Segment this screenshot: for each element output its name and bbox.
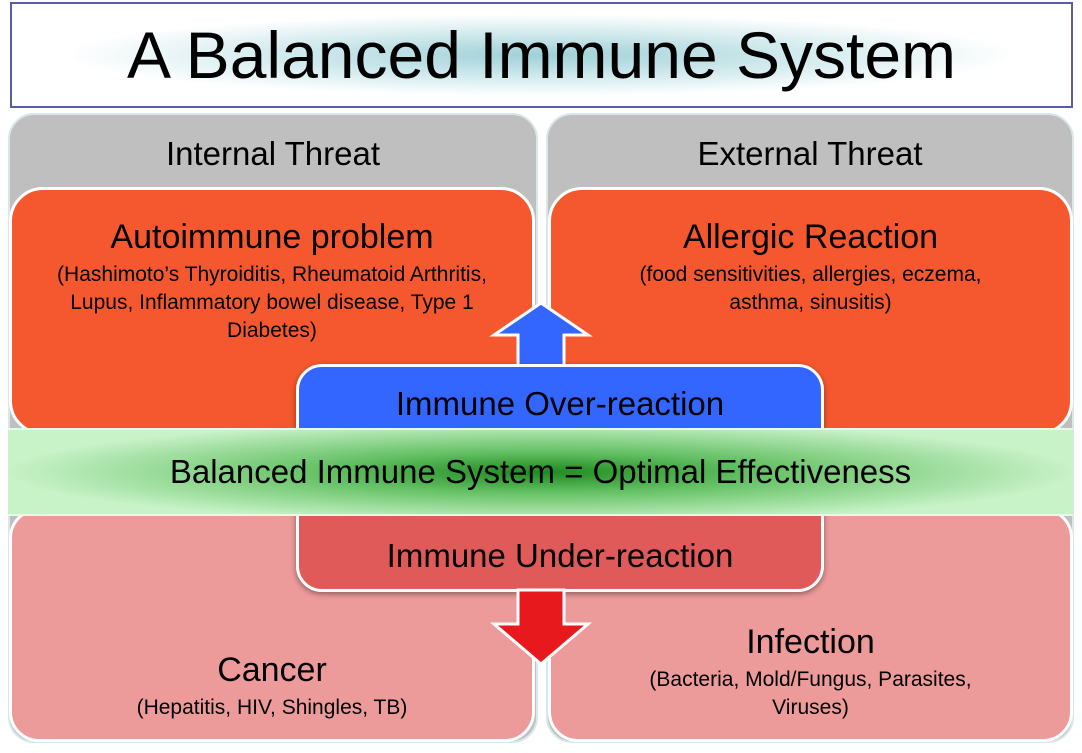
cancer-title: Cancer bbox=[217, 651, 327, 689]
external-threat-header: External Threat bbox=[697, 135, 923, 172]
infection-title: Infection bbox=[746, 623, 875, 661]
autoimmune-title: Autoimmune problem bbox=[110, 218, 434, 256]
immune-under-reaction: Immune Under-reaction bbox=[386, 537, 734, 574]
down-arrow-icon bbox=[489, 588, 593, 666]
up-arrow-icon bbox=[489, 301, 593, 370]
page-title: A Balanced Immune System bbox=[10, 2, 1073, 108]
autoimmune-details: (Hashimoto’s Thyroiditis, Rheumatoid Art… bbox=[57, 263, 487, 342]
internal-threat-header: Internal Threat bbox=[165, 135, 381, 172]
cancer-details: (Hepatitis, HIV, Shingles, TB) bbox=[136, 696, 408, 719]
allergic-details: (food sensitivities, allergies, eczema, … bbox=[639, 263, 982, 314]
balanced-immune-band: Balanced Immune System = Optimal Effecti… bbox=[8, 428, 1073, 516]
allergic-title: Allergic Reaction bbox=[682, 218, 939, 256]
immune-over-reaction: Immune Over-reaction bbox=[395, 385, 725, 422]
infection-details: (Bacteria, Mold/Fungus, Parasites, Virus… bbox=[649, 668, 972, 719]
